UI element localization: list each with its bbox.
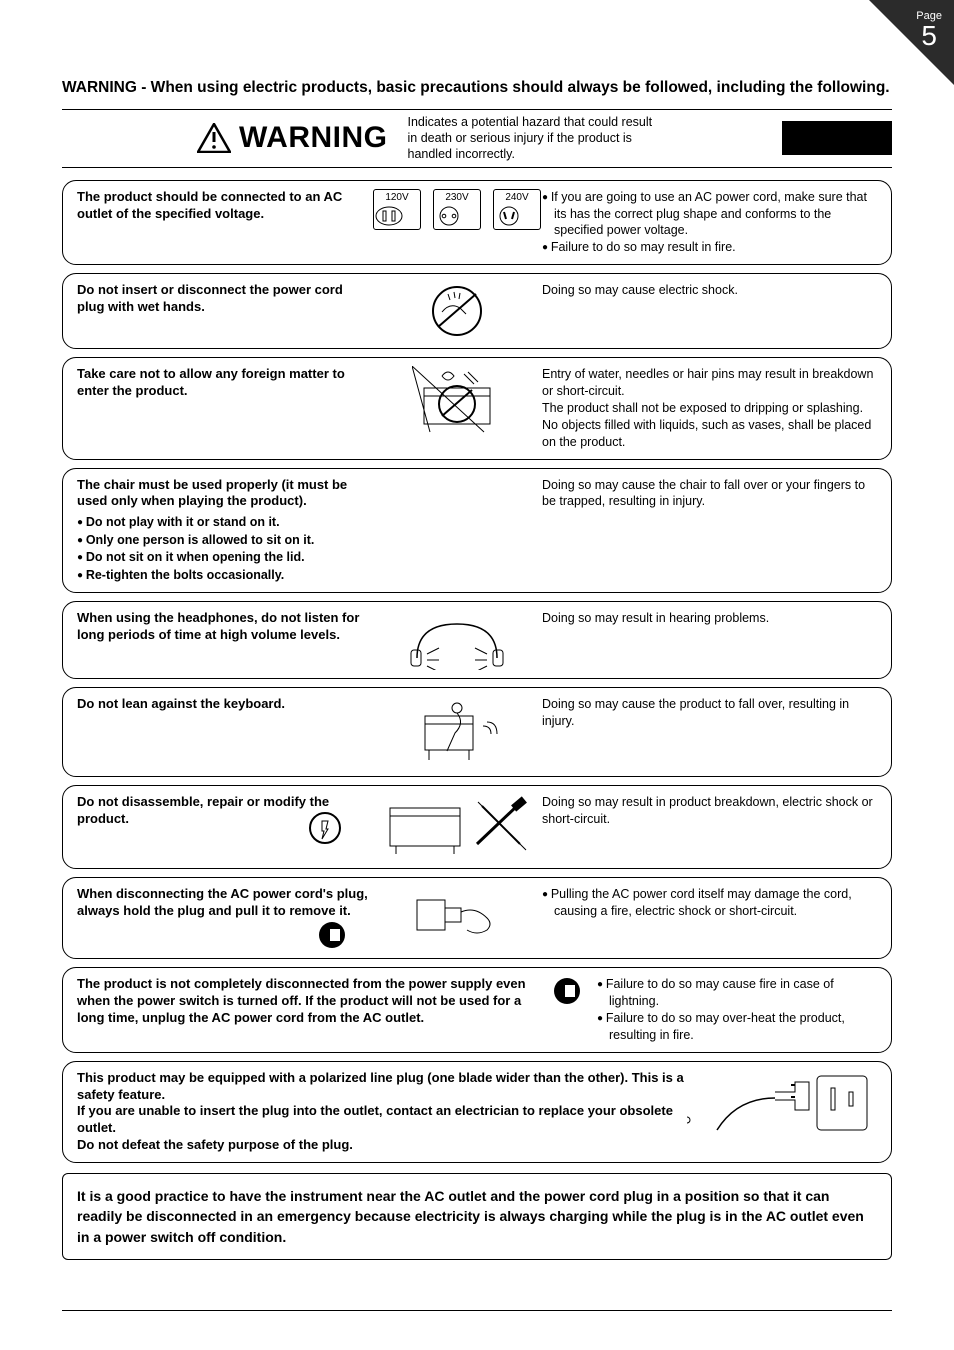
row3-right: Entry of water, needles or hair pins may… (542, 366, 877, 450)
row-lean: Do not lean against the keyboard. Doing … (62, 687, 892, 777)
plug-240v: 240V (493, 189, 541, 230)
black-rectangle (782, 121, 892, 155)
row-chair: The chair must be used properly (it must… (62, 468, 892, 594)
page-content: WARNING - When using electric products, … (62, 78, 892, 1290)
row3-left: Take care not to allow any foreign matte… (77, 366, 345, 398)
plug-pull-icon (312, 920, 352, 950)
final-note: It is a good practice to have the instru… (62, 1173, 892, 1260)
row-disassemble: Do not disassemble, repair or modify the… (62, 785, 892, 869)
row6-right: Doing so may cause the product to fall o… (542, 696, 877, 730)
warning-title: WARNING (239, 121, 388, 155)
warning-rows: The product should be connected to an AC… (62, 180, 892, 1163)
row4-b4: Re-tighten the bolts occasionally. (77, 567, 372, 585)
row4-b3: Do not sit on it when opening the lid. (77, 549, 372, 567)
row-polarized-plug: This product may be equipped with a pola… (62, 1061, 892, 1163)
disassemble-icon (372, 794, 542, 860)
row1-right2: Failure to do so may result in fire. (542, 239, 877, 256)
row2-left: Do not insert or disconnect the power co… (77, 282, 343, 314)
page-number-badge: Page 5 (916, 10, 942, 50)
row4-b1: Do not play with it or stand on it. (77, 514, 372, 532)
row-unplug: When disconnecting the AC power cord's p… (62, 877, 892, 959)
row-foreign-matter: Take care not to allow any foreign matte… (62, 357, 892, 459)
intro-text: WARNING - When using electric products, … (62, 78, 892, 99)
row4-left: The chair must be used properly (it must… (77, 477, 347, 509)
warning-triangle-icon (197, 123, 231, 153)
row-wet-hands: Do not insert or disconnect the power co… (62, 273, 892, 349)
row-voltage: The product should be connected to an AC… (62, 180, 892, 266)
warning-desc: Indicates a potential hazard that could … (408, 114, 783, 163)
hand-plug-icon (372, 886, 542, 942)
row1-right1: If you are going to use an AC power cord… (542, 189, 877, 240)
polarized-plug-icon (687, 1070, 877, 1138)
row9-right2: Failure to do so may over-heat the produ… (597, 1010, 877, 1044)
row6-left: Do not lean against the keyboard. (77, 696, 285, 711)
wet-hands-icon (372, 282, 542, 340)
prohibit-icon (308, 811, 342, 845)
row-headphones: When using the headphones, do not listen… (62, 601, 892, 679)
foreign-matter-icon (372, 366, 542, 436)
plug-illustration: 120V 230V 240V (372, 189, 542, 230)
row7-right: Doing so may result in product breakdown… (542, 794, 877, 828)
page-number: 5 (916, 22, 942, 50)
footer-rule (62, 1310, 892, 1311)
row5-right: Doing so may result in hearing problems. (542, 610, 877, 627)
row8-left: When disconnecting the AC power cord's p… (77, 886, 368, 918)
row10-left: This product may be equipped with a pola… (77, 1070, 684, 1153)
plug-pull-icon-2 (537, 976, 597, 1006)
warning-banner: WARNING Indicates a potential hazard tha… (62, 109, 892, 168)
row9-left: The product is not completely disconnect… (77, 976, 526, 1025)
plug-120v: 120V (373, 189, 421, 230)
row5-left: When using the headphones, do not listen… (77, 610, 359, 642)
row4-right: Doing so may cause the chair to fall ove… (542, 477, 877, 511)
plug-230v: 230V (433, 189, 481, 230)
row4-b2: Only one person is allowed to sit on it. (77, 532, 372, 550)
row2-right: Doing so may cause electric shock. (542, 282, 877, 299)
row-power-off: The product is not completely disconnect… (62, 967, 892, 1053)
row9-right1: Failure to do so may cause fire in case … (597, 976, 877, 1010)
lean-icon (372, 696, 542, 768)
row1-left: The product should be connected to an AC… (77, 189, 342, 221)
row7-left: Do not disassemble, repair or modify the… (77, 794, 329, 826)
headphones-icon (372, 610, 542, 670)
row8-right1: Pulling the AC power cord itself may dam… (542, 886, 877, 920)
